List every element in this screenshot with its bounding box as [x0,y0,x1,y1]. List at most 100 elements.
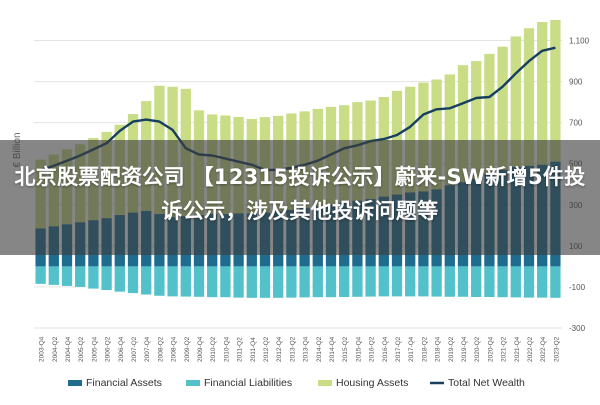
x-tick-label: 2004-Q4 [65,336,72,362]
x-tick-label: 2021-Q4 [514,336,521,362]
x-tick-labels: 2003-Q4 2004-Q2 2004-Q4 2005-Q2 2005-Q4 2006-… [39,336,561,362]
bar-financial-liabilities [154,266,165,296]
bar-housing-assets [457,65,469,183]
x-tick-label: 2019-Q4 [461,336,468,362]
x-tick-label: 2008-Q2 [157,336,164,362]
bar-financial-liabilities [431,266,442,297]
legend-label: Financial Liabilities [204,377,292,389]
y-tick-label: -100 [569,283,586,292]
bar-financial-liabilities [233,266,244,298]
bar-financial-liabilities [35,266,46,284]
x-tick-label: 2008-Q4 [171,336,178,362]
bar-financial-liabilities [471,266,482,297]
x-tick-label: 2013-Q4 [303,336,310,362]
legend-swatch [68,380,82,386]
bar-financial-liabilities [352,266,363,297]
bar-financial-liabilities [444,266,455,297]
legend-swatch [318,380,332,386]
x-tick-label: 2018-Q2 [421,336,428,362]
bar-financial-liabilities [75,266,86,287]
bar-housing-assets [537,22,548,165]
x-tick-label: 2014-Q2 [316,336,323,362]
bar-financial-liabilities [167,266,178,297]
y-tick-label: 1,100 [569,37,590,46]
x-tick-label: 2012-Q4 [276,336,283,362]
x-tick-label: 2003-Q4 [39,336,46,362]
bar-housing-assets [523,28,535,166]
bar-housing-assets [418,82,429,192]
x-tick-label: 2017-Q4 [408,336,415,362]
bar-financial-liabilities [114,266,125,292]
x-tick-label: 2010-Q4 [223,336,230,362]
legend-swatch [186,380,200,386]
x-tick-label: 2004-Q2 [52,336,59,362]
y-tick-label: 900 [569,78,583,87]
bar-housing-assets [484,53,495,174]
bar-financial-liabilities [523,266,535,298]
x-tick-label: 2006-Q2 [105,336,112,362]
legend-label: Total Net Wealth [448,377,525,389]
bar-financial-liabilities [101,266,112,291]
x-tick-label: 2006-Q4 [118,336,125,362]
bar-financial-liabilities [246,266,257,298]
bar-housing-assets [497,46,508,170]
bar-housing-assets [471,61,482,180]
x-tick-label: 2013-Q2 [289,336,296,362]
bar-financial-liabilities [312,266,323,298]
headline-text: 北京股票配资公司 【12315投诉公示】蔚来-SW新增5件投诉公示，涉及其他投诉… [14,165,586,223]
x-tick-label: 2011-Q4 [250,337,257,362]
bar-housing-assets [510,36,521,167]
bar-financial-liabilities [391,266,403,297]
bar-financial-liabilities [88,266,99,289]
bar-housing-assets [405,86,416,193]
y-tick-label: 700 [569,119,583,128]
bar-housing-assets [431,79,442,190]
bar-housing-assets [550,20,561,162]
legend-label: Financial Assets [86,377,162,389]
x-tick-label: 2010-Q2 [210,336,217,362]
bar-financial-liabilities [484,266,495,297]
x-tick-label: 2020-Q4 [487,336,494,362]
bar-financial-liabilities [180,266,191,297]
bar-financial-liabilities [141,266,152,295]
x-tick-label: 2016-Q2 [369,336,376,362]
bar-financial-liabilities [378,266,389,297]
x-tick-label: 2023-Q2 [553,336,560,362]
x-tick-label: 2009-Q4 [197,336,204,362]
x-tick-label: 2005-Q2 [78,336,85,362]
bar-financial-liabilities [457,266,469,297]
bar-financial-liabilities [193,266,205,297]
x-tick-label: 2007-Q4 [144,336,151,362]
bar-financial-liabilities [550,266,561,298]
bar-financial-liabilities [365,266,376,297]
x-tick-label: 2019-Q2 [448,336,455,362]
bar-housing-assets [444,74,455,186]
x-tick-label: 2007-Q2 [131,336,138,362]
x-tick-label: 2020-Q2 [474,336,481,362]
bar-financial-liabilities [339,266,350,297]
bar-financial-liabilities [537,266,548,298]
x-tick-label: 2014-Q4 [329,336,336,362]
x-tick-label: 2022-Q4 [540,336,547,362]
x-tick-label: 2011-Q2 [237,337,244,362]
x-tick-label: 2022-Q2 [527,336,534,362]
bar-financial-liabilities [273,266,284,298]
bar-financial-liabilities [299,266,310,298]
x-tick-label: 2012-Q2 [263,336,270,362]
bar-financial-liabilities [127,266,139,294]
x-tick-label: 2005-Q4 [91,336,98,362]
bar-financial-liabilities [510,266,521,298]
x-tick-label: 2009-Q2 [184,336,191,362]
bar-financial-liabilities [418,266,429,297]
bar-financial-liabilities [259,266,271,298]
bar-financial-liabilities [48,266,59,285]
bar-financial-liabilities [220,266,231,298]
x-tick-label: 2015-Q2 [342,336,349,362]
y-tick-label: -300 [569,324,586,333]
bar-financial-liabilities [497,266,508,298]
x-tick-label: 2017-Q2 [395,336,402,362]
x-tick-label: 2016-Q4 [382,336,389,362]
legend: Financial Assets Financial Liabilities Hou… [68,377,525,389]
x-tick-label: 2015-Q4 [355,336,362,362]
